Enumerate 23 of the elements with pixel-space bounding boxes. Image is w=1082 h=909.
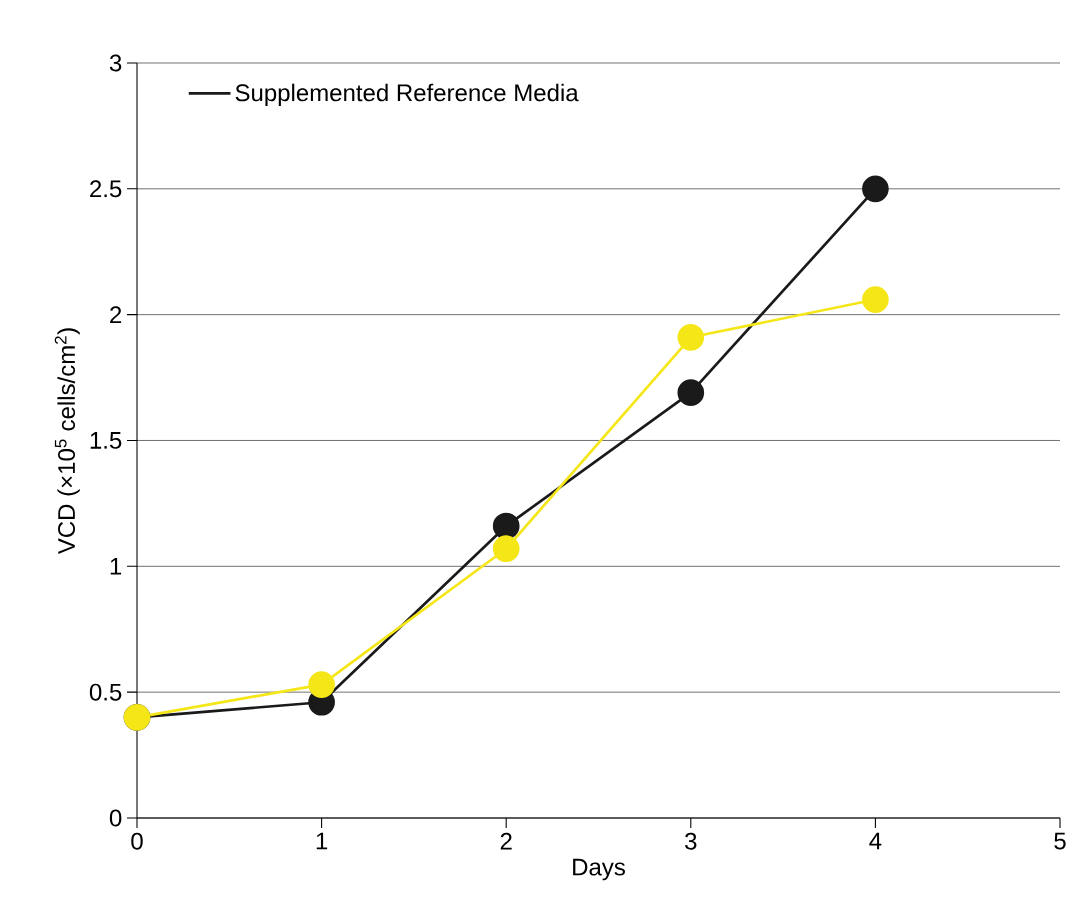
x-tick-label: 3 — [685, 832, 697, 850]
y-tick-label: 3 — [109, 54, 122, 72]
point — [492, 512, 520, 540]
x-axis-title: Days — [573, 858, 625, 881]
y-tick-label: 2.5 — [90, 180, 122, 198]
legend-label: Supplemented Reference Media — [235, 83, 579, 107]
x-tick-label: 2 — [500, 832, 512, 850]
x-tick-label: 0 — [131, 832, 143, 850]
point — [862, 175, 889, 203]
x-tick-label: 5 — [1054, 832, 1066, 850]
x-tick-label: 1 — [316, 832, 328, 850]
point — [677, 379, 705, 407]
y-tick-label: 0 — [109, 809, 122, 827]
y-axis-title: VCD (×10$^{5}$ cells/cm$^{2}$) — [54, 328, 80, 555]
point — [677, 323, 705, 351]
point — [862, 286, 889, 313]
point — [308, 671, 335, 698]
point — [492, 535, 520, 563]
x-tick-label: 4 — [869, 832, 882, 850]
y-tick-label: 1.5 — [90, 432, 122, 449]
y-tick-label: 2 — [110, 306, 122, 324]
y-tick-label: 0.5 — [89, 683, 122, 701]
y-tick-label: 1 — [110, 558, 122, 575]
